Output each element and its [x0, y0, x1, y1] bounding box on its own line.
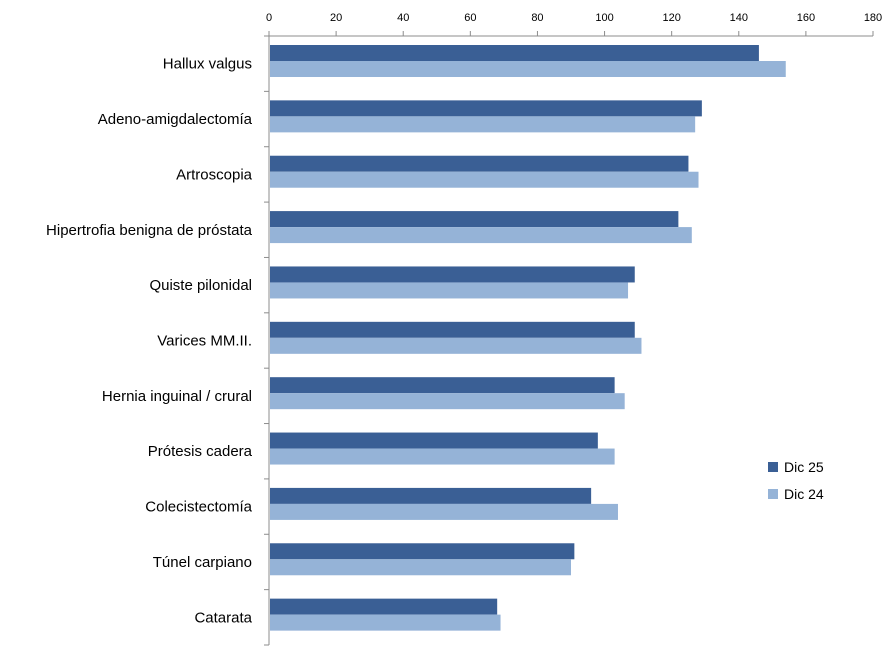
x-tick-label: 140: [730, 12, 748, 24]
bar-series-1: [270, 432, 598, 449]
x-tick-label: 40: [397, 12, 409, 24]
category-label: Hernia inguinal / crural: [102, 388, 252, 405]
category-label: Hallux valgus: [163, 56, 252, 73]
bar-series-1: [270, 321, 635, 338]
bar-series-2: [270, 393, 625, 410]
category-label: Quiste pilonidal: [149, 277, 252, 294]
bar-series-1: [270, 211, 679, 228]
legend-label: Dic 24: [784, 486, 824, 502]
category-label: Artroscopia: [176, 166, 253, 183]
bar-series-2: [270, 227, 692, 244]
category-labels: Hallux valgus Adeno-amigdalectomía Artrosc…: [46, 56, 253, 627]
bar-series-2: [270, 337, 642, 354]
category-label: Hipertrofia benigna de próstata: [46, 222, 253, 239]
bar-series-2: [270, 503, 618, 520]
legend-swatch: [768, 462, 778, 472]
bar-series-2: [270, 61, 786, 77]
bar-series-2: [270, 171, 699, 188]
category-label: Colecistectomía: [145, 499, 252, 516]
axis-layer: 0 20 40 60 80 100 120 140 160 180: [264, 12, 882, 646]
x-tick-label: 80: [531, 12, 543, 24]
legend-label: Dic 25: [784, 459, 824, 475]
category-label: Túnel carpiano: [153, 554, 252, 571]
x-tick-label: 160: [797, 12, 815, 24]
bar-series-1: [270, 45, 759, 61]
bar-series-1: [270, 598, 498, 615]
category-label: Varices MM.II.: [157, 333, 252, 350]
bar-series-1: [270, 155, 689, 172]
legend-swatch: [768, 489, 778, 499]
bar-series-2: [270, 282, 629, 299]
bar-series-2: [270, 448, 615, 465]
x-tick-label: 0: [266, 12, 272, 24]
legend: Dic 25 Dic 24: [768, 459, 824, 502]
category-label: Catarata: [194, 609, 252, 626]
bar-series-1: [270, 266, 635, 283]
bars-layer: [270, 45, 786, 631]
bar-series-1: [270, 100, 702, 117]
x-tick-label: 20: [330, 12, 342, 24]
category-label: Adeno-amigdalectomía: [98, 111, 253, 128]
bar-series-2: [270, 614, 501, 631]
bar-series-2: [270, 559, 571, 576]
bar-series-2: [270, 116, 696, 133]
x-tick-label: 100: [595, 12, 613, 24]
category-label: Prótesis cadera: [148, 443, 253, 460]
bar-series-1: [270, 543, 575, 560]
x-tick-label: 120: [662, 12, 680, 24]
x-tick-label: 180: [864, 12, 882, 24]
x-tick-label: 60: [464, 12, 476, 24]
bar-series-1: [270, 377, 615, 394]
bar-series-1: [270, 487, 592, 504]
